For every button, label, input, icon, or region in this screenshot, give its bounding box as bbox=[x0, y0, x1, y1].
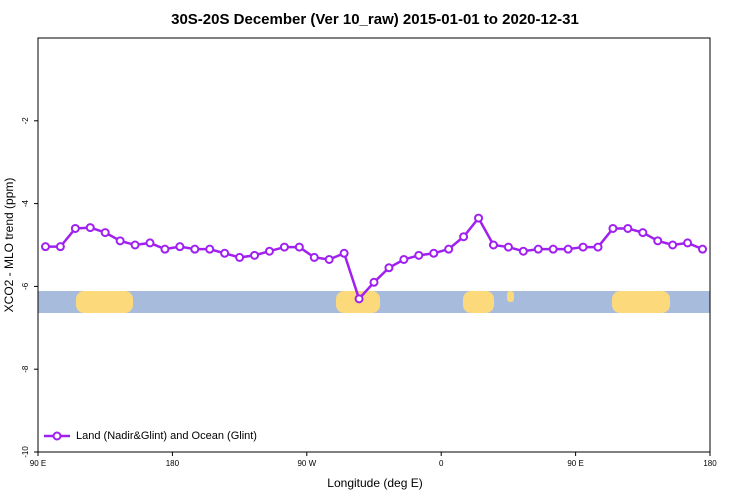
data-point bbox=[518, 246, 528, 256]
x-tick-label: 0 bbox=[439, 459, 444, 468]
x-tick-label: 90 E bbox=[30, 459, 46, 468]
data-point bbox=[698, 244, 708, 254]
land-patch bbox=[612, 291, 670, 313]
land-ocean-map bbox=[38, 291, 710, 313]
data-point bbox=[309, 252, 319, 262]
data-point bbox=[563, 244, 573, 254]
data-point bbox=[324, 254, 334, 264]
legend-label: Land (Nadir&Glint) and Ocean (Glint) bbox=[76, 430, 257, 442]
data-point bbox=[623, 223, 633, 233]
data-point bbox=[459, 232, 469, 242]
data-point bbox=[638, 228, 648, 238]
data-point bbox=[130, 240, 140, 250]
data-point bbox=[429, 248, 439, 258]
data-point bbox=[190, 244, 200, 254]
land-patch bbox=[507, 291, 514, 302]
data-point bbox=[414, 250, 424, 260]
data-point bbox=[115, 236, 125, 246]
x-tick-label: 180 bbox=[166, 459, 180, 468]
data-point bbox=[533, 244, 543, 254]
data-point bbox=[683, 238, 693, 248]
data-point bbox=[279, 242, 289, 252]
data-point bbox=[175, 242, 185, 252]
chart-title: 30S-20S December (Ver 10_raw) 2015-01-01… bbox=[171, 11, 579, 28]
land-patch bbox=[463, 291, 494, 313]
data-point bbox=[593, 242, 603, 252]
data-point bbox=[235, 252, 245, 262]
y-tick-label: -2 bbox=[21, 117, 30, 125]
plot-frame bbox=[37, 37, 711, 453]
y-tick-label: -10 bbox=[21, 446, 30, 458]
data-point bbox=[70, 223, 80, 233]
data-point bbox=[503, 242, 513, 252]
data-point bbox=[205, 244, 215, 254]
data-point bbox=[85, 223, 95, 233]
data-point bbox=[339, 248, 349, 258]
data-point bbox=[548, 244, 558, 254]
y-axis-label: XCO2 - MLO trend (ppm) bbox=[2, 178, 16, 313]
data-point bbox=[264, 246, 274, 256]
data-point bbox=[55, 242, 65, 252]
data-point bbox=[399, 254, 409, 264]
x-axis-label: Longitude (deg E) bbox=[327, 476, 422, 490]
data-point bbox=[668, 240, 678, 250]
data-point bbox=[145, 238, 155, 248]
x-tick-label: 90 E bbox=[567, 459, 583, 468]
y-tick-label: -4 bbox=[21, 199, 30, 207]
legend-marker bbox=[52, 431, 62, 441]
data-point bbox=[369, 277, 379, 287]
data-point bbox=[40, 242, 50, 252]
data-point bbox=[160, 244, 170, 254]
data-point bbox=[100, 228, 110, 238]
data-point bbox=[354, 294, 364, 304]
land-patch bbox=[76, 291, 133, 313]
data-point bbox=[578, 242, 588, 252]
x-tick-label: 90 W bbox=[297, 459, 316, 468]
data-point bbox=[488, 240, 498, 250]
data-point bbox=[250, 250, 260, 260]
data-point bbox=[220, 248, 230, 258]
data-point bbox=[444, 244, 454, 254]
y-tick-label: -6 bbox=[21, 282, 30, 290]
data-point bbox=[474, 213, 484, 223]
data-point bbox=[294, 242, 304, 252]
x-tick-label: 180 bbox=[703, 459, 717, 468]
data-point bbox=[608, 223, 618, 233]
data-point bbox=[653, 236, 663, 246]
y-tick-label: -8 bbox=[21, 365, 30, 373]
data-point bbox=[384, 263, 394, 273]
